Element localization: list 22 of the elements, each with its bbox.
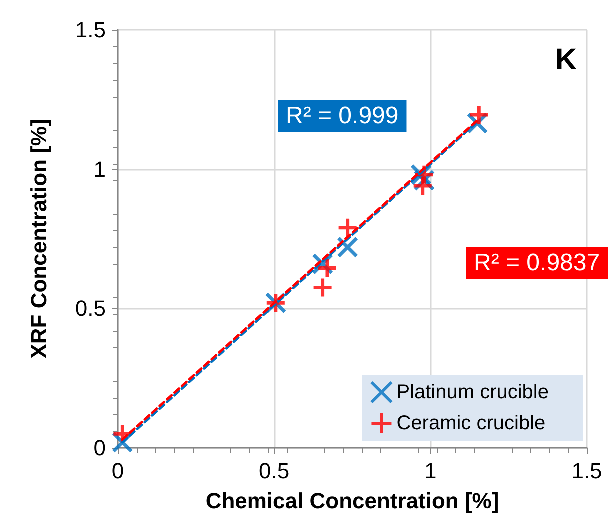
annotation: R² = 0.9837 [474,250,600,276]
y-tick-label: 0.5 [75,296,106,322]
y-axis-title: XRF Concentration [%] [26,119,52,359]
x-tick-label: 1.5 [572,458,602,484]
point [412,175,434,197]
point [337,236,359,258]
y-tick-label: 1 [94,156,106,182]
x-tick-label: 0.5 [259,458,290,484]
point [316,258,338,280]
point [468,104,490,126]
point [112,432,134,454]
point [337,217,359,239]
x-axis-title: Chemical Concentration [%] [206,488,500,514]
x-tick-label: 0 [112,458,124,484]
x-tick-label: 1 [424,458,437,484]
y-tick-label: 1.5 [75,18,106,42]
annotation: K [555,44,578,76]
legend-label: Platinum crucible [396,382,550,404]
annotation: R² = 0.999 [286,102,399,130]
legend-label: Ceramic crucible [396,412,546,434]
y-tick-label: 0 [94,436,106,460]
point [312,277,334,299]
